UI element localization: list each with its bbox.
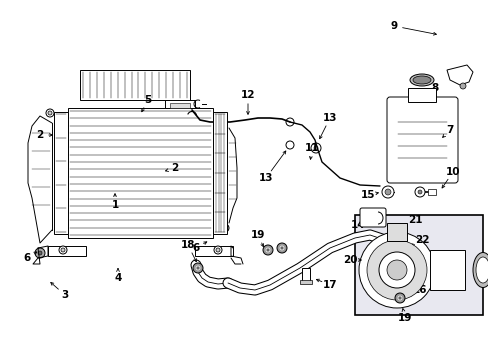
Bar <box>170 103 190 108</box>
Circle shape <box>280 246 284 250</box>
Circle shape <box>310 143 320 153</box>
Circle shape <box>417 190 421 194</box>
Circle shape <box>378 252 414 288</box>
Text: 22: 22 <box>414 235 428 245</box>
Circle shape <box>285 118 293 126</box>
Text: 19: 19 <box>250 230 264 240</box>
Text: 6: 6 <box>192 243 199 253</box>
Text: 4: 4 <box>114 273 122 283</box>
Circle shape <box>276 243 286 253</box>
Ellipse shape <box>472 252 488 288</box>
Ellipse shape <box>412 76 430 84</box>
Bar <box>164 100 195 108</box>
Bar <box>68 108 213 238</box>
Text: 2: 2 <box>36 130 43 140</box>
Bar <box>195 246 232 256</box>
Text: 5: 5 <box>144 95 151 105</box>
Text: 19: 19 <box>397 313 411 323</box>
Bar <box>302 268 309 282</box>
Text: 17: 17 <box>322 280 337 290</box>
Circle shape <box>216 248 220 252</box>
Text: 13: 13 <box>322 113 337 123</box>
Text: 3: 3 <box>61 290 68 300</box>
Text: 20: 20 <box>342 255 357 265</box>
Circle shape <box>397 296 401 300</box>
Bar <box>407 88 435 102</box>
Circle shape <box>38 251 42 255</box>
Circle shape <box>35 248 45 258</box>
Circle shape <box>46 109 54 117</box>
Bar <box>354 215 482 315</box>
Bar <box>213 112 226 234</box>
Text: 6: 6 <box>23 253 31 263</box>
Text: 18: 18 <box>181 240 195 250</box>
Text: 2: 2 <box>171 163 178 173</box>
Circle shape <box>59 246 67 254</box>
Bar <box>299 280 311 284</box>
Circle shape <box>394 293 404 303</box>
Circle shape <box>193 263 203 273</box>
Text: 9: 9 <box>389 21 397 31</box>
Text: 15: 15 <box>360 190 374 200</box>
Text: 14: 14 <box>350 220 365 230</box>
Polygon shape <box>446 65 472 85</box>
Bar <box>427 189 435 195</box>
Bar <box>48 246 86 256</box>
Text: 21: 21 <box>407 215 421 225</box>
Text: 12: 12 <box>240 90 255 100</box>
Circle shape <box>313 146 317 150</box>
Circle shape <box>61 248 65 252</box>
Text: 8: 8 <box>430 83 438 93</box>
Circle shape <box>285 141 293 149</box>
FancyBboxPatch shape <box>386 97 457 183</box>
Circle shape <box>263 245 272 255</box>
Circle shape <box>381 186 393 198</box>
Bar <box>386 223 406 241</box>
Text: 1: 1 <box>111 200 119 210</box>
Text: 13: 13 <box>258 173 273 183</box>
Text: 7: 7 <box>446 125 453 135</box>
Circle shape <box>386 260 406 280</box>
Text: 11: 11 <box>304 143 319 153</box>
Bar <box>54 112 68 234</box>
Circle shape <box>414 187 424 197</box>
Text: 16: 16 <box>412 285 427 295</box>
Ellipse shape <box>409 74 433 86</box>
Circle shape <box>358 232 434 308</box>
Circle shape <box>459 83 465 89</box>
FancyBboxPatch shape <box>359 208 385 227</box>
Bar <box>80 70 190 100</box>
Circle shape <box>196 266 200 270</box>
Circle shape <box>48 111 52 115</box>
Ellipse shape <box>475 257 488 283</box>
Bar <box>429 250 464 290</box>
Circle shape <box>221 224 228 232</box>
Circle shape <box>214 246 222 254</box>
Text: 10: 10 <box>445 167 459 177</box>
Circle shape <box>366 240 426 300</box>
Circle shape <box>265 248 269 252</box>
Circle shape <box>384 189 390 195</box>
